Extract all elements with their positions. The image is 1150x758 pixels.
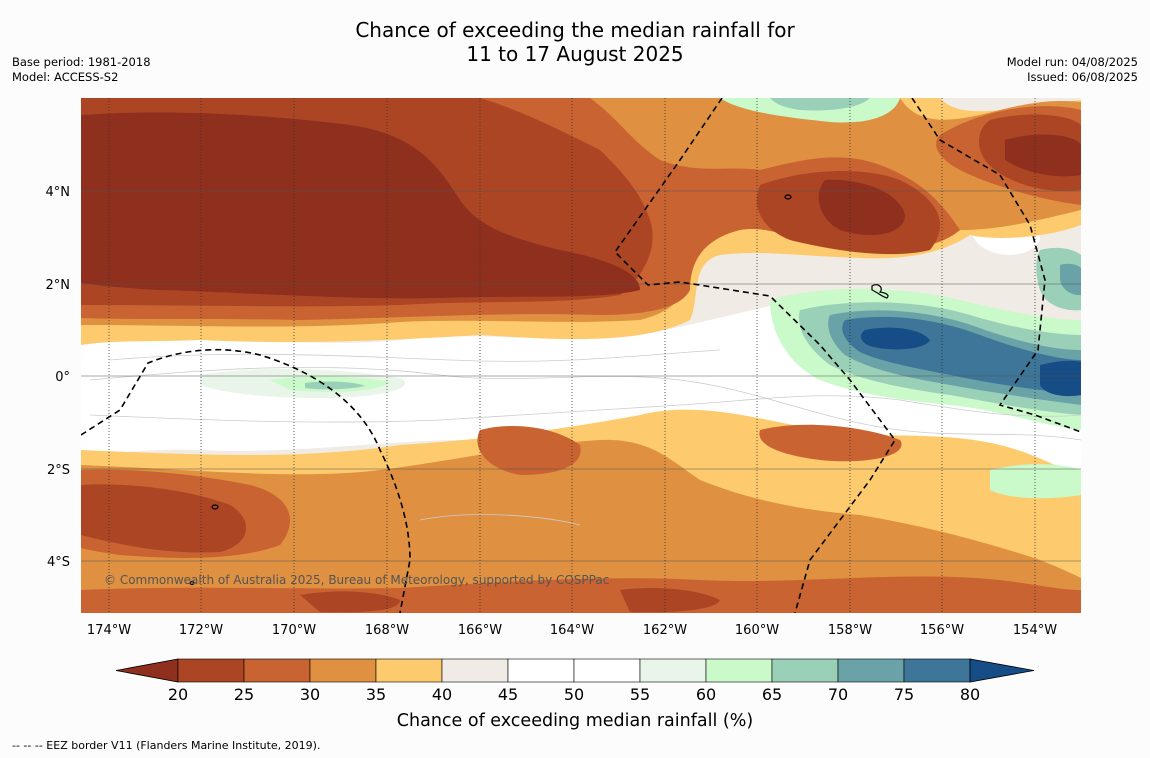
field-rust-south-center [477, 425, 581, 475]
lat-label-2s: 2°S [47, 463, 70, 478]
field-teal-west [305, 381, 365, 390]
field-navy-east [1040, 360, 1081, 397]
eez-borders [81, 98, 1081, 613]
issued-text: Issued: 06/08/2025 [1027, 70, 1138, 84]
title-line-1: Chance of exceeding the median rainfall … [355, 18, 795, 42]
lon-label-172w: 172°W [179, 623, 223, 638]
colorbar-ticks: 20 25 30 35 40 45 50 55 60 65 70 75 80 [168, 685, 980, 704]
colorbar-segment [375, 658, 443, 683]
lon-label-160w: 160°W [735, 623, 779, 638]
colorbar-tick-label: 45 [498, 685, 518, 704]
contour-lines [89, 349, 1081, 526]
colorbar-tick-label: 35 [366, 685, 386, 704]
colorbar-segment [507, 658, 575, 683]
field-darkbrown-north [81, 112, 640, 299]
field-darkbrown-center [818, 179, 905, 235]
island-outlines [189, 194, 889, 586]
colorbar-tick-label: 55 [630, 685, 650, 704]
lon-label-166w: 166°W [458, 623, 502, 638]
field-navy-center [860, 327, 930, 350]
colorbar-segment [771, 658, 839, 683]
field-green-southeast [990, 464, 1081, 499]
field-brown-bottom [300, 591, 400, 613]
colorbar-segment [177, 658, 245, 683]
colorbar-tick-label: 20 [168, 685, 188, 704]
lat-label-4s: 4°S [47, 555, 70, 570]
lon-label-156w: 156°W [920, 623, 964, 638]
colorbar-tick-label: 65 [762, 685, 782, 704]
lon-label-154w: 154°W [1013, 623, 1057, 638]
lon-label-174w: 174°W [87, 623, 131, 638]
lon-label-168w: 168°W [365, 623, 409, 638]
base-period-text: Base period: 1981-2018 [12, 55, 151, 69]
copyright-notice: © Commonwealth of Australia 2025, Bureau… [104, 573, 609, 587]
eez-footnote: -- -- -- EEZ border V11 (Flanders Marine… [12, 739, 321, 752]
field-darkbrown-northeast [1005, 134, 1081, 177]
lon-label-158w: 158°W [828, 623, 872, 638]
latitude-labels: 4°N 2°N 0° 2°S 4°S [46, 185, 71, 570]
colorbar-segment [573, 658, 641, 683]
title-line-2: 11 to 17 August 2025 [466, 42, 684, 66]
colorbar-extension-high [969, 658, 1035, 683]
colorbar-segment [903, 658, 971, 683]
colorbar-tick-label: 50 [564, 685, 584, 704]
field-teal-north [770, 98, 870, 111]
colorbar-tick-label: 60 [696, 685, 716, 704]
rainfall-probability-field [81, 98, 1081, 613]
field-brown-southwest [81, 484, 247, 553]
map-title: Chance of exceeding the median rainfall … [0, 18, 1150, 66]
base-period-info: Base period: 1981-2018 Model: ACCESS-S2 [12, 55, 151, 85]
colorbar [115, 658, 1035, 683]
colorbar-tick-label: 75 [894, 685, 914, 704]
model-text: Model: ACCESS-S2 [12, 70, 119, 84]
lat-label-0: 0° [55, 370, 70, 385]
graticule [81, 190, 1081, 562]
map-figure: © Commonwealth of Australia 2025, Bureau… [46, 98, 1081, 730]
field-slate-northeast [1060, 263, 1081, 296]
colorbar-segment [309, 658, 377, 683]
colorbar-segment [639, 658, 707, 683]
field-orange-south [81, 439, 1081, 613]
lon-label-170w: 170°W [272, 623, 316, 638]
colorbar-segment [441, 658, 509, 683]
colorbar-tick-label: 30 [300, 685, 320, 704]
colorbar-tick-label: 70 [828, 685, 848, 704]
meridians [108, 98, 1036, 613]
field-rust-south-east [759, 424, 902, 462]
field-brown-bottom-center [620, 588, 720, 613]
lon-label-162w: 162°W [643, 623, 687, 638]
colorbar-tick-label: 80 [960, 685, 980, 704]
colorbar-extension-low [115, 658, 179, 683]
model-run-text: Model run: 04/08/2025 [1006, 55, 1138, 69]
longitude-labels: 174°W 172°W 170°W 168°W 166°W 164°W 162°… [87, 623, 1057, 638]
lat-label-2n: 2°N [46, 278, 71, 293]
colorbar-tick-label: 40 [432, 685, 452, 704]
colorbar-segment [837, 658, 905, 683]
field-teal-northeast [1036, 247, 1081, 311]
model-run-info: Model run: 04/08/2025 Issued: 06/08/2025 [1007, 55, 1138, 85]
lon-label-164w: 164°W [550, 623, 594, 638]
colorbar-segment [243, 658, 311, 683]
colorbar-tick-label: 25 [234, 685, 254, 704]
colorbar-label: Chance of exceeding median rainfall (%) [397, 711, 753, 730]
lat-label-4n: 4°N [46, 185, 71, 200]
colorbar-segment [705, 658, 773, 683]
